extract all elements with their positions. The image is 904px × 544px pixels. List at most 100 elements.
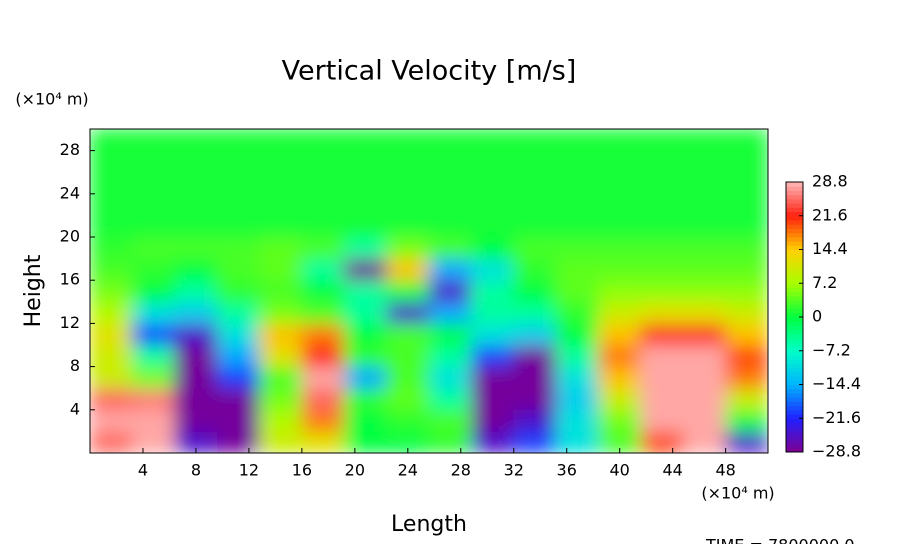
cell (470, 214, 515, 238)
cell (386, 193, 430, 216)
y-tick-label: 28 (60, 140, 80, 159)
cell (640, 279, 684, 303)
cell (259, 129, 303, 152)
cell (513, 150, 557, 173)
cell (513, 430, 557, 453)
cell (386, 430, 430, 453)
cell (682, 258, 727, 281)
cell (386, 322, 430, 346)
cell (216, 171, 260, 195)
cell (131, 279, 176, 303)
cell (174, 150, 218, 173)
colorbar-band (786, 283, 803, 288)
colorbar-band (786, 380, 803, 385)
cell (216, 236, 260, 260)
cell (259, 236, 303, 260)
cell (90, 258, 133, 281)
cell (640, 344, 684, 368)
cell (216, 409, 260, 432)
cell (725, 171, 768, 195)
x-tick-label: 8 (191, 461, 201, 480)
cell (513, 301, 557, 324)
y-unit: (×10⁴ m) (15, 90, 88, 109)
cell (259, 430, 303, 453)
colorbar-band (786, 215, 803, 221)
colorbar-band (786, 418, 803, 423)
cell (216, 301, 260, 324)
cell (216, 258, 260, 281)
cell (470, 322, 515, 346)
cell (216, 193, 260, 216)
cell (343, 171, 388, 195)
cell (555, 301, 599, 324)
cell (216, 430, 260, 453)
x-tick-label: 4 (138, 461, 148, 480)
cell (598, 279, 642, 303)
cell (513, 279, 557, 303)
colorbar-band (786, 359, 803, 364)
cell (725, 129, 768, 152)
cell (343, 344, 388, 368)
colorbar-band (786, 401, 803, 407)
cell (343, 129, 388, 152)
cell (90, 387, 133, 411)
cell (513, 409, 557, 432)
cell (598, 430, 642, 453)
cell (386, 366, 430, 389)
cell (343, 279, 388, 303)
colorbar-band (786, 270, 803, 276)
cell (343, 236, 388, 260)
cell (555, 344, 599, 368)
cell (598, 387, 642, 411)
cells (90, 129, 768, 453)
cell (725, 322, 768, 346)
cell (259, 279, 303, 303)
field (90, 129, 768, 453)
colorbar-band (786, 329, 803, 335)
colorbar-band (786, 317, 803, 322)
cell (555, 258, 599, 281)
cell (90, 150, 133, 173)
cell (555, 279, 599, 303)
cell (682, 279, 727, 303)
cell (174, 129, 218, 152)
cell (682, 430, 727, 453)
cell (725, 387, 768, 411)
colorbar-band (786, 279, 803, 284)
cell (428, 150, 472, 173)
cell (386, 409, 430, 432)
cell (640, 193, 684, 216)
colorbar-band (786, 426, 803, 432)
colorbar-band (786, 435, 803, 440)
cell (259, 301, 303, 324)
colorbar-band (786, 186, 803, 191)
cell (470, 366, 515, 389)
cell (598, 171, 642, 195)
cell (131, 258, 176, 281)
colorbar-band (786, 266, 803, 272)
cell (682, 150, 727, 173)
colorbar-label: 14.4 (812, 239, 848, 258)
cell (131, 430, 176, 453)
cell (513, 129, 557, 152)
colorbar-band (786, 392, 803, 398)
cell (682, 322, 727, 346)
colorbar-band (786, 224, 803, 229)
cell (259, 344, 303, 368)
cell (682, 366, 727, 389)
cell (386, 279, 430, 303)
cell (259, 150, 303, 173)
cell (343, 150, 388, 173)
cell (428, 366, 472, 389)
cell (513, 344, 557, 368)
cell (216, 322, 260, 346)
colorbar-band (786, 190, 803, 196)
cell (640, 366, 684, 389)
cell (428, 387, 472, 411)
colorbar-band (786, 405, 803, 411)
cell (131, 387, 176, 411)
cell (640, 150, 684, 173)
cell (428, 322, 472, 346)
y-tick-label: 12 (60, 313, 80, 332)
cell (343, 366, 388, 389)
